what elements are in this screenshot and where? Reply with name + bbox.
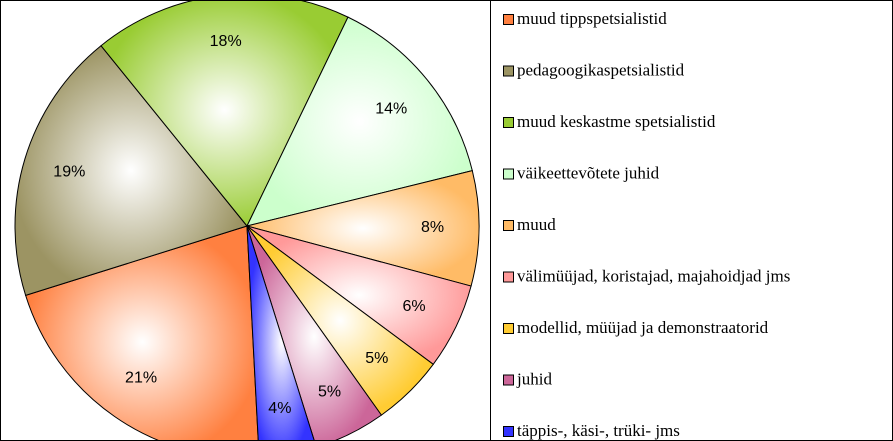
value-label: 21%	[125, 370, 157, 387]
value-label: 19%	[53, 164, 85, 181]
pie: 21% 19% 18% 14% 8% 6% 5% 5% 4%	[14, 0, 480, 441]
legend-swatch	[503, 323, 514, 334]
value-label: 14%	[375, 100, 407, 117]
legend-label: täppis-, käsi-, trüki- jms	[517, 421, 680, 440]
legend: muud tippspetsialistid pedagoogikaspetsia…	[503, 9, 790, 440]
value-label: 5%	[318, 383, 341, 400]
value-label: 6%	[403, 298, 426, 315]
legend-label: modellid, müüjad ja demonstraatorid	[517, 318, 769, 337]
slice	[246, 225, 315, 441]
value-label: 18%	[210, 33, 242, 50]
legend-label: pedagoogikaspetsialistid	[517, 60, 685, 79]
legend-label: väikeettevõtete juhid	[517, 163, 660, 182]
value-label: 5%	[365, 350, 388, 367]
legend-swatch	[503, 14, 514, 25]
legend-label: juhid	[516, 369, 552, 388]
legend-swatch	[503, 117, 514, 128]
slice	[24, 225, 259, 441]
legend-label: muud tippspetsialistid	[517, 9, 667, 28]
slice	[246, 225, 383, 441]
legend-label: välimüüjad, koristajad, majahoidjad jms	[517, 266, 790, 285]
legend-swatch	[503, 426, 514, 437]
slice	[14, 44, 248, 297]
legend-swatch	[503, 271, 514, 283]
value-label: 8%	[421, 219, 444, 236]
legend-label: muud	[517, 215, 556, 234]
slice	[246, 170, 480, 287]
slice	[246, 16, 473, 227]
legend-swatch	[503, 220, 514, 231]
legend-swatch	[503, 168, 514, 180]
slice	[100, 0, 349, 227]
legend-swatch	[503, 65, 514, 77]
value-label: 4%	[268, 400, 291, 417]
legend-label: muud keskastme spetsialistid	[517, 112, 716, 131]
legend-swatch	[503, 374, 514, 386]
